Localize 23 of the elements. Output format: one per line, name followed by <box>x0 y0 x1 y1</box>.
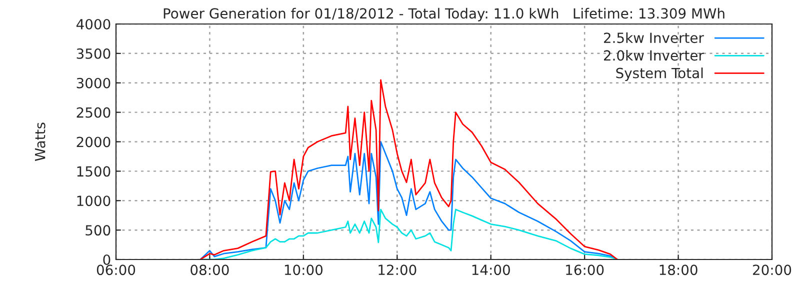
y-axis-title: Watts <box>35 122 46 162</box>
x-tick-label: 12:00 <box>378 264 416 276</box>
x-tick-label: 18:00 <box>660 264 698 276</box>
y-tick-label: 1500 <box>77 166 110 177</box>
y-tick-label: 1000 <box>77 196 110 206</box>
legend-label: System Total <box>616 68 703 81</box>
x-tick-label: 14:00 <box>472 264 510 276</box>
y-tick-label: 2000 <box>76 136 110 148</box>
line-series <box>200 79 618 260</box>
x-tick-label: 06:00 <box>96 264 136 276</box>
y-tick-label: 500 <box>86 225 110 236</box>
y-tick-label: 4000 <box>76 18 110 30</box>
legend-label: 2.0kw Inverter <box>604 50 704 61</box>
y-tick-label: 0 <box>103 254 110 265</box>
y-tick-label: 3500 <box>76 48 110 59</box>
y-tick-label: 3000 <box>76 78 110 88</box>
y-tick-label: 2500 <box>76 107 110 118</box>
legend-label: 2.5kw Inverter <box>604 32 704 44</box>
x-tick-label: 08:00 <box>190 264 229 276</box>
x-tick-label: 20:00 <box>753 264 792 276</box>
chart-title: Power Generation for 01/18/2012 - Total Today: 11.0 kWh Lifetime: 13.309 MWh <box>164 8 724 22</box>
x-tick-label: 16:00 <box>566 264 604 276</box>
x-tick-label: 10:00 <box>284 264 323 276</box>
